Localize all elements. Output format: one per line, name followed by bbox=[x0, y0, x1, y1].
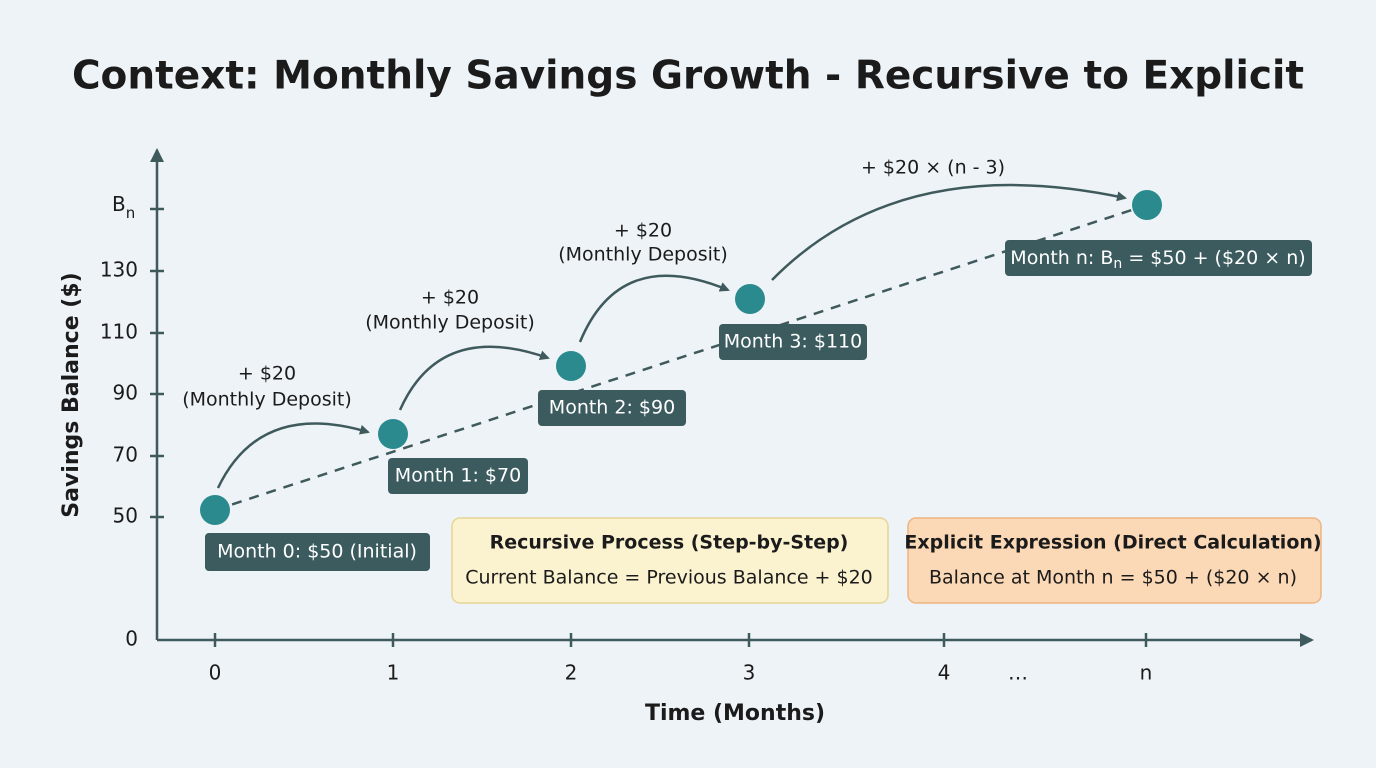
tick-subscript: n bbox=[126, 204, 136, 222]
point bbox=[1132, 190, 1162, 220]
step-note: (Monthly Deposit) bbox=[365, 312, 535, 334]
step-note: (Monthly Deposit) bbox=[182, 389, 352, 411]
point-label: Month 1: $70 bbox=[395, 465, 521, 487]
box-text: Current Balance = Previous Balance + $20 bbox=[465, 567, 873, 589]
tick-text: B bbox=[112, 192, 126, 216]
point-tag bbox=[538, 390, 686, 426]
box-text: Balance at Month n = $50 + ($20 × n) bbox=[929, 567, 1297, 589]
point bbox=[378, 419, 408, 449]
point-label: Month 2: $90 bbox=[549, 397, 675, 419]
point bbox=[556, 351, 586, 381]
point bbox=[200, 495, 230, 525]
label-subscript: n bbox=[1113, 256, 1122, 272]
x-tick-label: 2 bbox=[565, 661, 578, 685]
explicit-box bbox=[907, 517, 1322, 604]
point-tag bbox=[205, 533, 430, 571]
x-tick-label: 3 bbox=[743, 661, 756, 685]
y-tick-label: 50 bbox=[113, 504, 138, 528]
y-tick-label: 0 bbox=[125, 627, 138, 651]
step-arrow bbox=[771, 183, 1127, 281]
y-ticks: 0 50 70 90 110 130 Bn bbox=[100, 192, 164, 651]
point-label: Month n: Bn = $50 + ($20 × n) bbox=[1010, 247, 1305, 273]
point-tag bbox=[719, 324, 867, 360]
x-tick-label: 4 bbox=[938, 661, 951, 685]
label-part: = $50 + ($20 × n) bbox=[1122, 247, 1305, 269]
x-ticks: 0 1 2 3 4 … n bbox=[209, 633, 1153, 685]
box-title: Recursive Process (Step-by-Step) bbox=[490, 532, 849, 554]
step-arrow bbox=[578, 274, 730, 343]
step-note: (Monthly Deposit) bbox=[558, 244, 728, 266]
y-tick-label: Bn bbox=[112, 192, 135, 222]
label-part: Month n: B bbox=[1010, 247, 1113, 269]
x-tick-label: 1 bbox=[387, 661, 400, 685]
step-arrow bbox=[216, 422, 370, 489]
title: Context: Monthly Savings Growth - Recurs… bbox=[72, 54, 1304, 99]
point-label: Month 3: $110 bbox=[724, 331, 862, 353]
y-tick-label: 70 bbox=[113, 443, 138, 467]
y-tick-label: 90 bbox=[113, 381, 138, 405]
point bbox=[735, 284, 765, 314]
trend-line bbox=[214, 203, 1148, 512]
recursive-box bbox=[451, 517, 889, 604]
point-label: Month 0: $50 (Initial) bbox=[217, 541, 417, 563]
x-tick-label: n bbox=[1140, 661, 1153, 685]
y-tick-label: 110 bbox=[100, 320, 138, 344]
step-amount: + $20 bbox=[421, 287, 479, 309]
y-tick-label: 130 bbox=[100, 258, 138, 282]
x-tick-label: … bbox=[1008, 661, 1028, 685]
step-arrow bbox=[398, 345, 550, 411]
step-amount: + $20 bbox=[238, 363, 296, 385]
x-axis-label: Time (Months) bbox=[645, 701, 825, 726]
step-amount: + $20 bbox=[614, 220, 672, 242]
x-tick-label: 0 bbox=[209, 661, 222, 685]
point-tag bbox=[1005, 240, 1312, 276]
y-axis-label: Savings Balance ($) bbox=[59, 272, 84, 517]
point-tag bbox=[388, 458, 528, 494]
step-amount: + $20 × (n - 3) bbox=[861, 157, 1005, 179]
box-title: Explicit Expression (Direct Calculation) bbox=[904, 532, 1321, 554]
